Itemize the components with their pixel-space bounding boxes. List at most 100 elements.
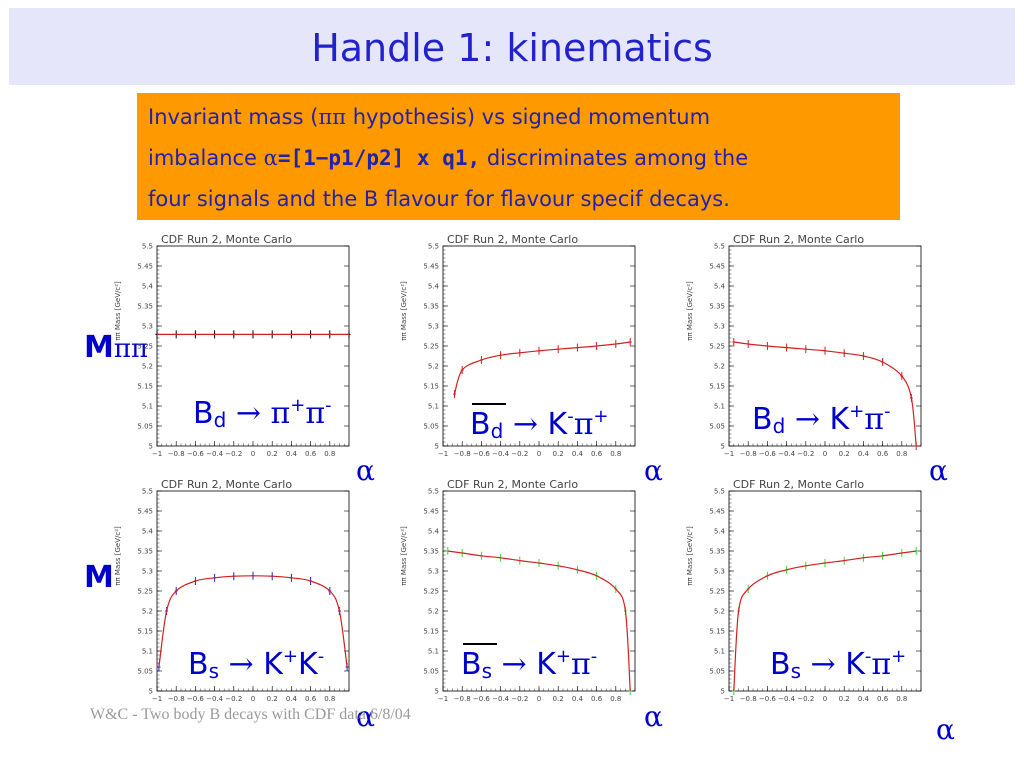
chart-svg: CDF Run 2, Monte Carlo ππ Mass [GeV/c²] 5 5… (114, 233, 351, 458)
chart-panel-bd-kpi: CDF Run 2, Monte Carlo ππ Mass [GeV/c²] 5 5… (679, 232, 924, 460)
x-tick-label: 0.2 (553, 695, 564, 703)
caption-charge-1: + (290, 395, 306, 416)
y-tick-label: 5.2 (142, 608, 153, 616)
y-tick-label: 5.4 (428, 283, 440, 291)
y-tick-label: 5.05 (709, 668, 725, 676)
y-tick-label: 5.2 (714, 608, 725, 616)
fit-curve (453, 341, 631, 395)
x-tick-label: −0.6 (759, 695, 777, 703)
y-tick-label: 5.15 (423, 383, 439, 391)
x-tick-label: 0 (537, 450, 541, 458)
alpha-axis-label: α (936, 713, 955, 746)
x-tick-label: −0.2 (511, 695, 528, 703)
decay-caption: Bd → π+π- (193, 395, 332, 432)
caption-daughter-2: π (871, 647, 892, 682)
caption-daughter-2: π (573, 407, 594, 442)
callout-text: imbalance (148, 146, 264, 170)
y-tick-label: 5.25 (137, 343, 153, 351)
chart-svg: CDF Run 2, Monte Carlo ππ Mass [GeV/c²] 5 5… (686, 478, 922, 703)
y-tick-label: 5.45 (709, 508, 725, 516)
x-tick-label: −1 (438, 695, 448, 703)
chart-svg: CDF Run 2, Monte Carlo ππ Mass [GeV/c²] 5 5… (400, 478, 636, 703)
x-tick-label: −0.8 (168, 450, 185, 458)
x-tick-label: 0 (251, 695, 255, 703)
x-tick-label: 0.4 (572, 695, 584, 703)
callout-text: Invariant mass ( (148, 105, 319, 129)
y-tick-label: 5.15 (423, 628, 439, 636)
caption-charge-1: + (282, 646, 299, 667)
row-label-bottom: M (84, 560, 114, 595)
y-tick-label: 5 (435, 443, 439, 451)
x-tick-label: −0.8 (740, 450, 757, 458)
panel-title: CDF Run 2, Monte Carlo (733, 233, 864, 246)
alpha-axis-label: α (644, 700, 663, 733)
x-tick-label: 0.8 (610, 450, 621, 458)
y-axis-label: ππ Mass [GeV/c²] (686, 526, 694, 586)
caption-charge-2: - (317, 646, 325, 667)
x-tick-label: 0.8 (324, 450, 335, 458)
y-tick-label: 5.2 (428, 363, 439, 371)
x-tick-label: −0.4 (778, 695, 796, 703)
plot-frame (728, 490, 922, 692)
y-tick-label: 5.5 (428, 243, 439, 251)
x-tick-label: 0.4 (286, 695, 298, 703)
x-tick-label: 0.2 (839, 450, 850, 458)
y-tick-label: 5.3 (714, 568, 725, 576)
x-tick-label: −0.6 (473, 695, 491, 703)
title-bar: Handle 1: kinematics (9, 8, 1015, 85)
y-tick-label: 5.45 (137, 508, 153, 516)
caption-charge-2: - (325, 395, 332, 416)
decay-caption: Bs → K+π- (461, 643, 597, 683)
chart-panel-bsbar-kpi: CDF Run 2, Monte Carlo ππ Mass [GeV/c²] 5 5… (393, 477, 638, 705)
alpha-axis-label: α (644, 454, 663, 487)
caption-subscript: s (481, 659, 493, 683)
x-tick-label: 0.6 (591, 450, 603, 458)
callout-greek: α (263, 146, 278, 170)
caption-daughter-2: π (571, 647, 591, 682)
x-tick-label: −1 (724, 695, 734, 703)
fit-curve (733, 550, 917, 692)
footer: W&C - Two body B decays with CDF data 6/… (90, 706, 411, 723)
caption-daughter-2: π (305, 396, 326, 431)
y-tick-label: 5.3 (714, 323, 725, 331)
y-tick-label: 5 (721, 443, 725, 451)
y-tick-label: 5.25 (137, 588, 153, 596)
y-axis-label: ππ Mass [GeV/c²] (686, 281, 694, 341)
caption-arrow: → (503, 407, 548, 442)
y-tick-label: 5.35 (709, 548, 725, 556)
x-tick-label: 0.2 (267, 450, 278, 458)
y-tick-label: 5.15 (137, 383, 153, 391)
caption-arrow: → (219, 647, 264, 682)
y-tick-label: 5 (721, 688, 725, 696)
caption-subscript: d (490, 419, 504, 443)
x-tick-label: −0.4 (492, 695, 510, 703)
panel-title: CDF Run 2, Monte Carlo (447, 233, 578, 246)
caption-charge-1: + (849, 401, 865, 422)
alpha-axis-label: α (356, 700, 375, 733)
chart-panel-bd-pipi: CDF Run 2, Monte Carlo ππ Mass [GeV/c²] 5 5… (107, 232, 352, 460)
y-tick-label: 5.5 (142, 243, 153, 251)
x-tick-label: 0.8 (896, 450, 907, 458)
caption-subscript: s (208, 659, 220, 683)
y-tick-label: 5 (149, 688, 153, 696)
x-tick-label: −0.4 (206, 450, 224, 458)
panel-title: CDF Run 2, Monte Carlo (733, 478, 864, 491)
x-tick-label: −1 (152, 450, 162, 458)
x-tick-label: 0.4 (858, 695, 870, 703)
y-tick-label: 5.4 (428, 528, 440, 536)
y-tick-label: 5.1 (142, 648, 153, 656)
x-tick-label: 0.8 (896, 695, 907, 703)
y-tick-label: 5.05 (137, 668, 153, 676)
caption-particle-b: B (193, 396, 214, 431)
alpha-axis-label: α (929, 454, 948, 487)
y-tick-label: 5 (435, 688, 439, 696)
x-tick-label: −0.8 (168, 695, 185, 703)
x-tick-label: −0.4 (206, 695, 224, 703)
y-tick-label: 5.45 (137, 263, 153, 271)
caption-particle-b: B (470, 407, 491, 442)
caption-charge-2: + (593, 406, 609, 427)
y-tick-label: 5.1 (714, 648, 725, 656)
x-tick-label: −0.6 (187, 450, 205, 458)
x-tick-label: 0.4 (286, 450, 298, 458)
x-tick-label: −0.8 (740, 695, 757, 703)
